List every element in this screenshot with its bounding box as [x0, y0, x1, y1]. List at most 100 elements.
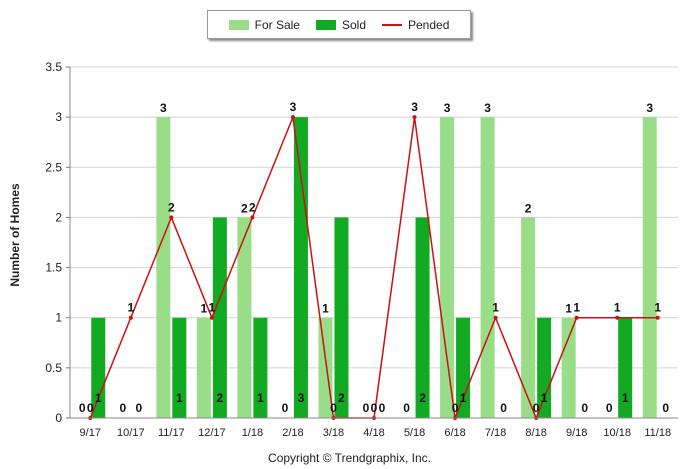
y-tick-label: 3 [55, 110, 62, 124]
legend-item-pended: Pended [382, 18, 449, 32]
x-tick-label: 2/18 [282, 427, 303, 439]
x-tick-label: 10/18 [603, 427, 631, 439]
data-label-sold: 3 [298, 391, 305, 405]
bar-sold [253, 317, 268, 418]
x-tick-label: 6/18 [444, 427, 465, 439]
bar-for-sale [156, 117, 171, 419]
pended-point [615, 315, 620, 320]
data-label-sold: 1 [257, 391, 264, 405]
data-label-pended: 2 [168, 200, 175, 214]
data-label-sold: 0 [135, 401, 142, 415]
bar-for-sale [480, 117, 495, 419]
data-label-sold: 0 [581, 401, 588, 415]
data-label-sold: 1 [95, 391, 102, 405]
data-label-pended: 0 [330, 401, 337, 415]
x-tick-label: 11/18 [644, 427, 671, 439]
data-label-for-sale: 3 [484, 101, 491, 115]
pended-point [128, 315, 133, 320]
bar-sold [618, 317, 633, 418]
data-label-sold: 1 [460, 391, 467, 405]
data-label-pended: 1 [614, 301, 621, 315]
data-label-for-sale: 1 [201, 302, 208, 316]
x-tick-label: 5/18 [404, 427, 425, 439]
bar-sold [91, 317, 106, 418]
x-tick-label: 7/18 [485, 427, 506, 439]
y-tick-label: 2.5 [45, 160, 62, 174]
legend-item-for-sale: For Sale [228, 17, 300, 32]
pended-point [574, 315, 579, 320]
legend-label-pended: Pended [408, 17, 450, 32]
bar-for-sale [196, 317, 211, 418]
x-tick-label: 10/17 [117, 427, 145, 439]
data-label-sold: 0 [500, 401, 507, 415]
y-axis-title-wrap: Number of Homes [5, 110, 25, 360]
x-tick-label: 9/17 [80, 427, 101, 439]
data-label-sold: 2 [419, 391, 426, 405]
x-tick-label: 1/18 [242, 427, 263, 439]
bar-for-sale [440, 117, 455, 419]
legend: For Sale Sold Pended [207, 10, 471, 39]
legend-swatch-pended [382, 23, 402, 26]
x-tick-label: 4/18 [363, 427, 384, 439]
data-label-for-sale: 1 [322, 302, 329, 316]
bar-sold [212, 217, 227, 418]
data-label-pended: 1 [492, 301, 499, 315]
data-label-sold: 1 [176, 391, 183, 405]
data-label-for-sale: 1 [565, 302, 572, 316]
data-label-for-sale: 3 [646, 101, 653, 115]
y-tick-label: 2 [55, 210, 62, 224]
x-tick-label: 8/18 [525, 427, 546, 439]
data-label-pended: 0 [371, 401, 378, 415]
pended-point [412, 115, 417, 120]
data-label-for-sale: 0 [119, 401, 126, 415]
x-tick-label: 3/18 [323, 427, 344, 439]
legend-label-sold: Sold [341, 17, 366, 32]
x-tick-label: 12/17 [198, 427, 226, 439]
data-label-for-sale: 0 [282, 401, 289, 415]
y-tick-label: 1.5 [45, 261, 62, 275]
y-tick-label: 0 [55, 411, 62, 425]
data-label-for-sale: 2 [525, 201, 532, 215]
data-label-pended: 0 [87, 401, 94, 415]
bar-sold [172, 317, 187, 418]
legend-swatch-sold [315, 19, 336, 30]
axis-layer: 0 0.5 1 1.5 2 2.5 3 3.5 9/17 10/17 11/17 12/17 1/18 2… [45, 60, 678, 439]
bar-sold [293, 117, 308, 419]
data-label-pended: 1 [209, 301, 216, 315]
bar-sold [537, 317, 552, 418]
data-label-sold: 1 [622, 391, 629, 405]
bar-for-sale [642, 117, 657, 419]
pended-point [290, 115, 295, 120]
x-tick-label: 11/17 [158, 427, 185, 439]
y-tick-label: 1 [55, 311, 62, 325]
bars-layer [91, 117, 657, 419]
pended-point [169, 215, 174, 220]
data-label-for-sale: 3 [444, 101, 451, 115]
data-label-sold: 2 [217, 391, 224, 405]
bar-sold [456, 317, 471, 418]
data-label-pended: 1 [573, 301, 580, 315]
bar-sold [415, 217, 430, 418]
data-label-pended: 3 [290, 100, 297, 114]
data-label-pended: 2 [249, 200, 256, 214]
bar-for-sale [561, 317, 576, 418]
pended-point [493, 315, 498, 320]
data-label-sold: 0 [662, 401, 669, 415]
pended-point [250, 215, 255, 220]
data-label-for-sale: 0 [79, 401, 86, 415]
bar-for-sale [318, 317, 333, 418]
y-tick-label: 0.5 [45, 361, 62, 375]
legend-item-sold: Sold [315, 17, 366, 32]
legend-label-for-sale: For Sale [254, 17, 300, 32]
pended-point [655, 315, 660, 320]
data-label-for-sale: 0 [363, 401, 370, 415]
data-label-pended: 0 [533, 401, 540, 415]
data-label-sold: 0 [379, 401, 386, 415]
data-label-pended: 1 [654, 301, 661, 315]
copyright: Copyright © Trendgraphix, Inc. [268, 451, 431, 465]
bar-for-sale [521, 217, 536, 418]
data-label-for-sale: 0 [606, 401, 613, 415]
pended-point [209, 315, 214, 320]
